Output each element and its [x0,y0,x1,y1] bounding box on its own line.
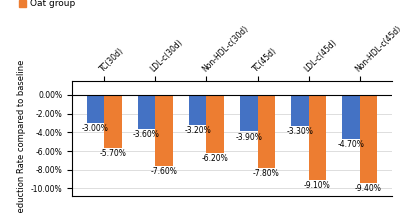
Bar [240,95,258,131]
Text: -9.40%: -9.40% [355,184,382,193]
Bar [308,95,326,180]
Bar [342,95,360,139]
Y-axis label: Reduction Rate compared to baseline: Reduction Rate compared to baseline [18,59,26,213]
Text: -7.60%: -7.60% [151,167,178,176]
Bar [86,95,104,123]
Text: -3.90%: -3.90% [235,132,262,142]
Bar [360,95,378,183]
Bar [206,95,224,153]
Text: -5.70%: -5.70% [100,149,127,158]
Text: -4.70%: -4.70% [337,140,364,149]
Text: -7.80%: -7.80% [253,169,280,178]
Text: -3.30%: -3.30% [286,127,313,136]
Text: -3.60%: -3.60% [133,130,160,139]
Text: -6.20%: -6.20% [202,154,229,163]
Bar [291,95,308,126]
Bar [156,95,173,166]
Bar [104,95,122,148]
Bar [258,95,275,168]
Text: -3.00%: -3.00% [82,124,109,133]
Text: -9.10%: -9.10% [304,181,331,190]
Bar [138,95,156,129]
Text: -3.20%: -3.20% [184,126,211,135]
Bar [189,95,206,125]
Legend: Control group, Oat group: Control group, Oat group [19,0,92,8]
